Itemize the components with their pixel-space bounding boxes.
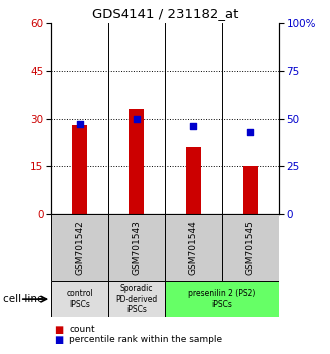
FancyBboxPatch shape: [108, 214, 165, 281]
Bar: [129, 109, 144, 214]
Bar: [73, 125, 87, 214]
Point: [134, 116, 139, 121]
Point: [248, 129, 253, 135]
Text: cell line: cell line: [3, 294, 44, 304]
Text: percentile rank within the sample: percentile rank within the sample: [69, 335, 222, 344]
Text: GSM701542: GSM701542: [75, 221, 84, 275]
Bar: [186, 147, 201, 214]
Text: ■: ■: [54, 335, 64, 345]
Bar: [243, 166, 257, 214]
Text: presenilin 2 (PS2)
iPSCs: presenilin 2 (PS2) iPSCs: [188, 290, 256, 309]
FancyBboxPatch shape: [108, 281, 165, 317]
Point: [191, 124, 196, 129]
Text: Sporadic
PD-derived
iPSCs: Sporadic PD-derived iPSCs: [115, 284, 158, 314]
Text: ■: ■: [54, 325, 64, 335]
Text: GSM701543: GSM701543: [132, 220, 141, 275]
FancyBboxPatch shape: [165, 214, 222, 281]
FancyBboxPatch shape: [51, 214, 108, 281]
FancyBboxPatch shape: [222, 214, 279, 281]
Text: control
IPSCs: control IPSCs: [66, 290, 93, 309]
Title: GDS4141 / 231182_at: GDS4141 / 231182_at: [92, 7, 238, 21]
FancyBboxPatch shape: [165, 281, 279, 317]
Point: [77, 121, 82, 127]
Text: count: count: [69, 325, 95, 335]
Text: GSM701544: GSM701544: [189, 221, 198, 275]
Text: GSM701545: GSM701545: [246, 220, 255, 275]
FancyBboxPatch shape: [51, 281, 108, 317]
